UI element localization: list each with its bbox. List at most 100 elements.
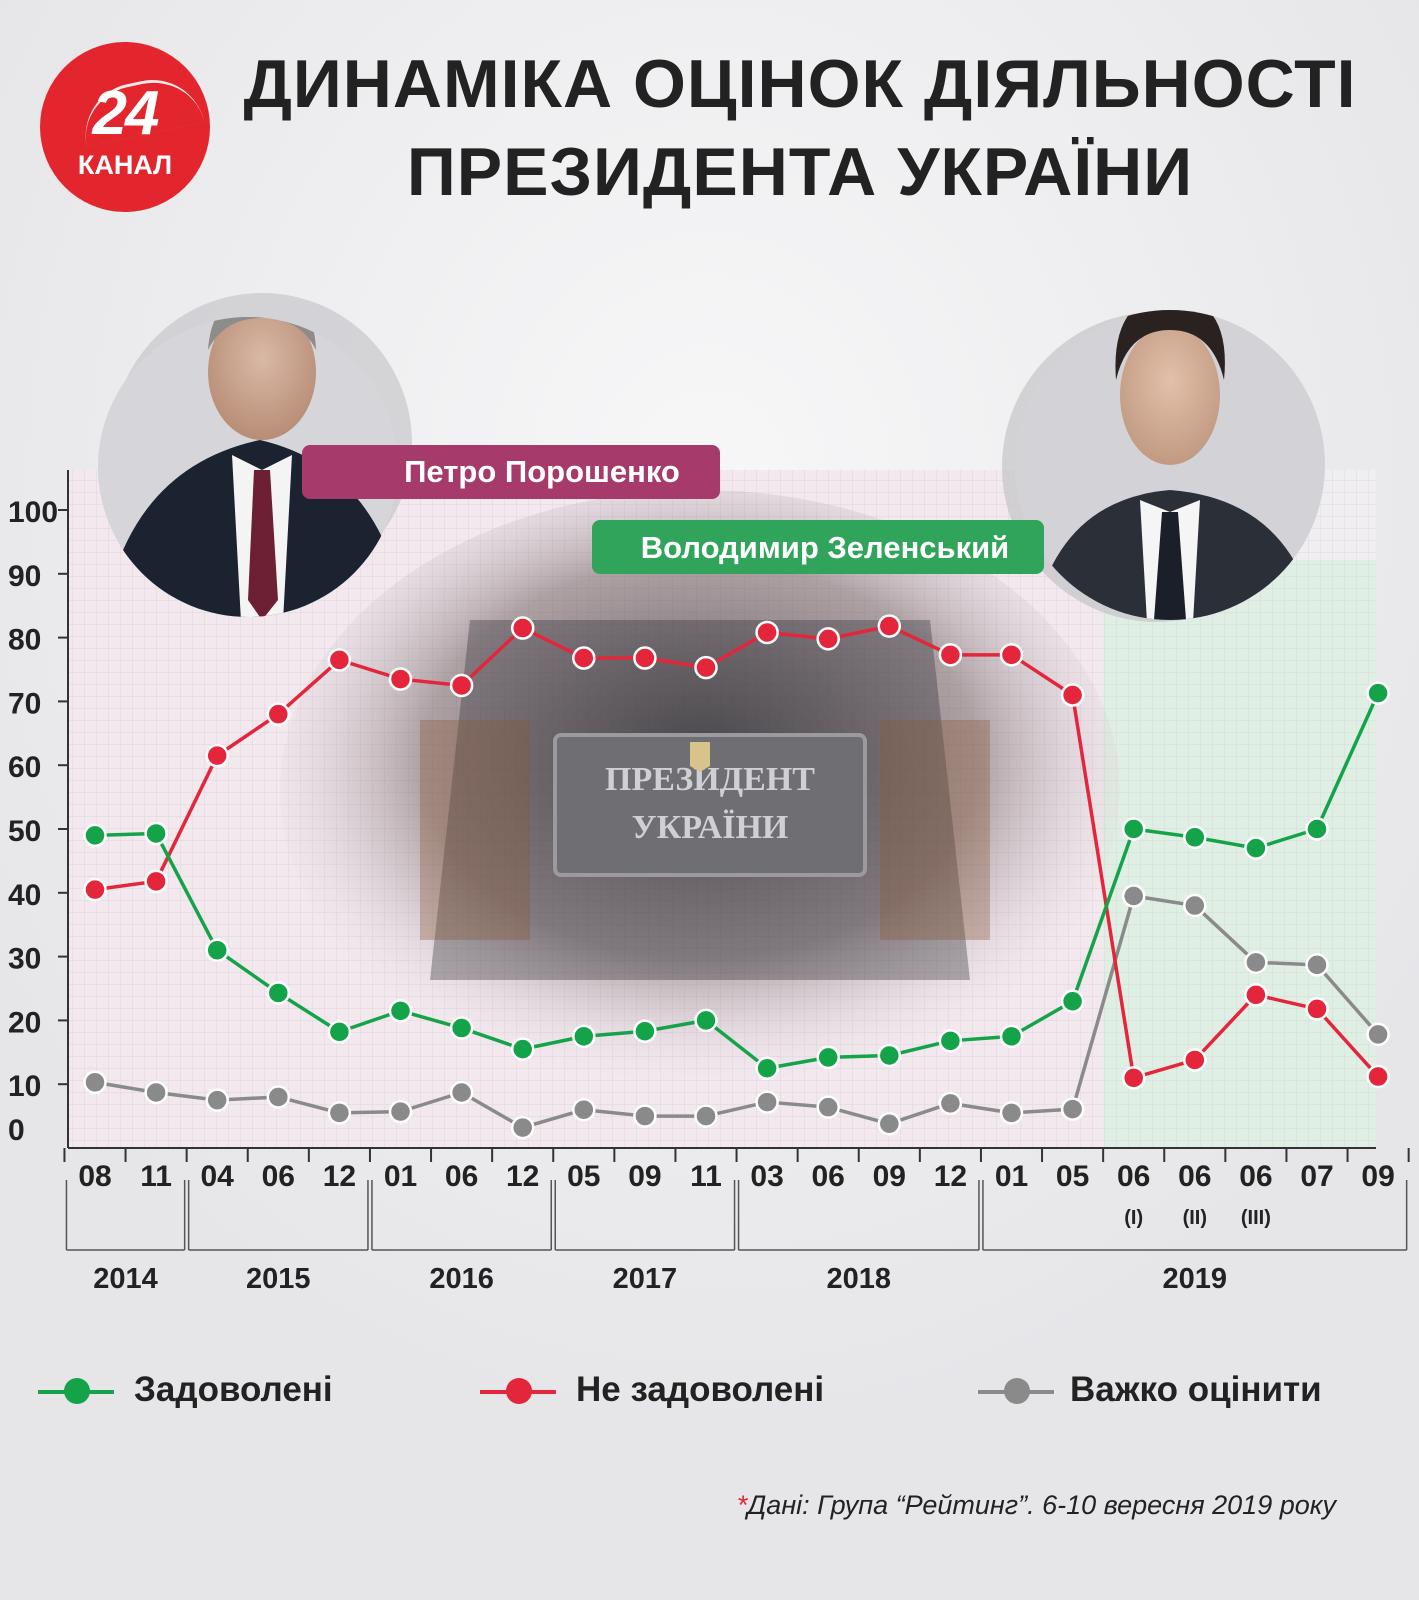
data-point bbox=[327, 1101, 352, 1125]
data-point bbox=[694, 655, 718, 680]
data-point bbox=[1060, 989, 1085, 1014]
legend-dot-hard-to-say bbox=[1004, 1378, 1030, 1404]
data-point bbox=[327, 648, 352, 672]
x-tick-label: 04 bbox=[201, 1160, 235, 1193]
data-point bbox=[388, 999, 413, 1023]
data-point bbox=[144, 1080, 168, 1105]
x-tick-label: 07 bbox=[1300, 1160, 1333, 1193]
data-point bbox=[572, 1097, 596, 1122]
x-tick-label: 12 bbox=[323, 1160, 356, 1193]
y-tick-label: 30 bbox=[8, 943, 41, 976]
x-tick-label: 01 bbox=[995, 1160, 1028, 1193]
y-tick-label: 10 bbox=[8, 1070, 41, 1103]
data-point bbox=[938, 1029, 963, 1053]
data-point bbox=[633, 646, 657, 670]
poroshenko-name: Петро Порошенко bbox=[404, 454, 680, 489]
data-point bbox=[1305, 997, 1329, 1021]
x-tick-label: 05 bbox=[567, 1160, 600, 1193]
year-label: 2015 bbox=[246, 1263, 311, 1295]
data-point bbox=[816, 1095, 840, 1119]
x-tick-label: 06 bbox=[1178, 1160, 1211, 1193]
data-point bbox=[1060, 683, 1085, 707]
x-tick-label: 11 bbox=[140, 1160, 172, 1193]
logo-number: 24 bbox=[92, 79, 160, 148]
data-point bbox=[1121, 1066, 1146, 1090]
x-tick-label: 01 bbox=[384, 1160, 417, 1193]
y-tick-label: 20 bbox=[8, 1006, 41, 1039]
y-tick-label: 50 bbox=[8, 815, 41, 848]
data-point bbox=[205, 938, 229, 962]
data-point bbox=[266, 702, 291, 726]
data-point bbox=[449, 1016, 474, 1040]
data-point bbox=[816, 627, 840, 651]
data-point bbox=[83, 877, 107, 902]
legend-label-hard-to-say: Важко оцінити bbox=[1070, 1370, 1322, 1409]
data-point bbox=[83, 823, 107, 848]
title-line-2: ПРЕЗИДЕНТА УКРАЇНИ bbox=[406, 134, 1194, 210]
data-point bbox=[877, 614, 902, 638]
data-point bbox=[1183, 893, 1207, 918]
legend: Задоволені Не задоволені Важко оцінити bbox=[0, 1362, 1419, 1422]
x-tick-label: 08 bbox=[78, 1160, 111, 1193]
data-point bbox=[205, 743, 229, 768]
legend-dot-dissatisfied bbox=[506, 1378, 532, 1404]
data-point bbox=[938, 643, 963, 667]
building-image: ПРЕЗИДЕНТ УКРАЇНИ bbox=[280, 490, 1120, 1090]
series-2 bbox=[83, 884, 1390, 1140]
y-tick-label: 80 bbox=[8, 624, 41, 657]
x-tick-label: 12 bbox=[506, 1160, 539, 1193]
series-line bbox=[94, 692, 1380, 1070]
data-point bbox=[510, 1037, 535, 1061]
y-tick-label: 0 bbox=[8, 1114, 25, 1147]
plaque-text-line1: ПРЕЗИДЕНТ bbox=[605, 761, 815, 798]
y-tick-label: 40 bbox=[8, 879, 41, 912]
data-point bbox=[1305, 817, 1329, 841]
data-point bbox=[1366, 1064, 1390, 1089]
data-point bbox=[449, 673, 474, 698]
data-point bbox=[83, 1070, 107, 1095]
x-tick-label: 03 bbox=[750, 1160, 783, 1193]
data-point bbox=[266, 1085, 291, 1109]
poroshenko-portrait bbox=[98, 293, 412, 617]
data-point bbox=[999, 1101, 1024, 1125]
data-point bbox=[388, 1099, 413, 1124]
poroshenko-name-tag: Петро Порошенко bbox=[302, 445, 720, 499]
x-tick-label: 09 bbox=[628, 1160, 661, 1193]
data-point bbox=[694, 1104, 718, 1128]
zelensky-name-tag: Володимир Зеленський bbox=[592, 520, 1044, 574]
x-tick-label: 06 bbox=[445, 1160, 478, 1193]
data-point bbox=[144, 821, 168, 846]
data-point bbox=[144, 869, 168, 894]
data-point bbox=[327, 1020, 352, 1044]
data-point bbox=[877, 1112, 902, 1136]
footnote-star: * bbox=[736, 1490, 748, 1520]
data-point bbox=[449, 1080, 474, 1105]
legend-dot-satisfied bbox=[64, 1378, 90, 1404]
title-line-1: ДИНАМІКА ОЦІНОК ДІЯЛЬНОСТІ bbox=[243, 46, 1357, 122]
data-point bbox=[755, 620, 779, 645]
data-point bbox=[572, 1024, 596, 1049]
data-point bbox=[877, 1043, 902, 1068]
x-tick-label: 05 bbox=[1056, 1160, 1089, 1193]
year-label: 2014 bbox=[93, 1263, 158, 1295]
data-point bbox=[388, 667, 413, 691]
data-point bbox=[755, 1090, 779, 1114]
data-point bbox=[1244, 983, 1268, 1007]
data-point bbox=[1183, 825, 1207, 850]
x-tick-label: 06 bbox=[812, 1160, 845, 1193]
y-tick-label: 90 bbox=[8, 560, 41, 593]
data-point bbox=[1244, 836, 1268, 860]
data-point bbox=[999, 1024, 1024, 1049]
data-point bbox=[572, 646, 596, 670]
x-sublabel: (I) bbox=[1124, 1207, 1143, 1229]
data-point bbox=[694, 1008, 718, 1033]
data-point bbox=[510, 616, 535, 640]
page-title: ДИНАМІКА ОЦІНОК ДІЯЛЬНОСТІ ПРЕЗИДЕНТА УК… bbox=[225, 40, 1375, 216]
year-label: 2016 bbox=[429, 1263, 494, 1295]
data-point bbox=[1244, 950, 1268, 975]
x-tick-label: 06 bbox=[1117, 1160, 1150, 1193]
x-tick-label: 12 bbox=[934, 1160, 967, 1193]
data-point bbox=[205, 1088, 229, 1112]
